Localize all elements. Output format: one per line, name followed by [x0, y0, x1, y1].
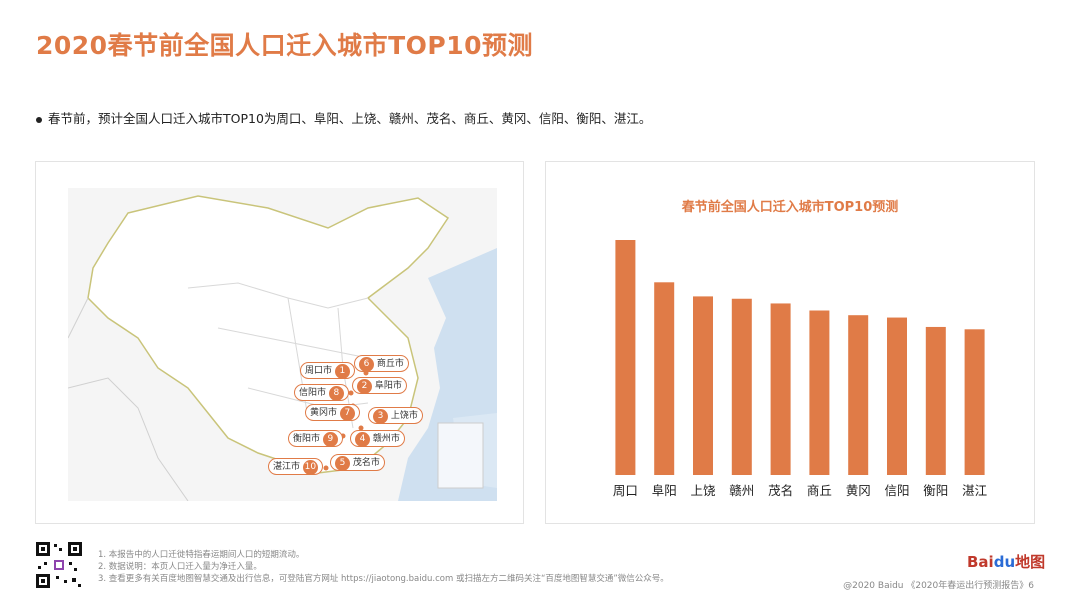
city-rank: 4 — [355, 432, 370, 447]
bar-信阳 — [887, 317, 907, 475]
x-tick-label: 湛江 — [962, 483, 987, 498]
city-label: 衡阳市 — [293, 434, 321, 444]
bar-chart: 周口 阜阳 上饶 赣州 茂名 商丘 黄冈 信阳 衡阳 湛江 — [613, 240, 987, 498]
city-label: 黄冈市 — [310, 408, 338, 418]
chart-title: 春节前全国人口迁入城市TOP10预测 — [681, 200, 899, 215]
city-label: 信阳市 — [299, 388, 327, 398]
x-tick-label: 上饶 — [690, 483, 716, 498]
city-rank: 1 — [334, 364, 350, 379]
bar-茂名 — [770, 303, 791, 475]
city-pill-6: 6 商丘市 — [354, 355, 409, 372]
qr-code-icon[interactable] — [34, 540, 84, 590]
city-label: 湛江市 — [273, 462, 301, 472]
page-title: 2020春节前全国人口迁入城市TOP10预测 — [36, 31, 533, 60]
city-rank: 3 — [373, 409, 388, 424]
bar-阜阳 — [654, 282, 675, 475]
city-rank: 6 — [359, 357, 374, 372]
x-tick-label: 商丘 — [807, 483, 832, 498]
bullet-icon — [36, 116, 42, 123]
baidu-map-logo: Baidu地图 — [967, 551, 1045, 572]
x-tick-label: 衡阳 — [923, 483, 948, 498]
footer-note: 1. 本报告中的人口迁徙特指春运期间人口的短期流动。 — [98, 550, 305, 560]
city-rank: 5 — [335, 456, 350, 471]
x-tick-label: 周口 — [613, 483, 638, 498]
bar-黄冈 — [848, 315, 869, 475]
city-pill-8: 信阳市 8 — [294, 384, 349, 401]
footer-note: 2. 数据说明：本页人口迁入量为净迁入量。 — [98, 562, 262, 572]
bar-赣州 — [731, 298, 752, 475]
summary-line: 春节前，预计全国人口迁入城市TOP10为周口、阜阳、上饶、赣州、茂名、商丘、黄冈… — [36, 108, 651, 127]
summary-text: 春节前，预计全国人口迁入城市TOP10为周口、阜阳、上饶、赣州、茂名、商丘、黄冈… — [48, 111, 652, 126]
city-pill-10: 湛江市 10 — [268, 458, 323, 475]
city-label: 商丘市 — [376, 359, 404, 369]
city-label: 阜阳市 — [374, 381, 402, 391]
x-tick-label: 赣州 — [729, 483, 754, 498]
logo-text-b: du — [993, 553, 1016, 571]
bar-上饶 — [693, 296, 713, 475]
map-panel: 周口市 1 2 阜阳市 3 上饶市 4 赣州市 5 茂名市 6 商丘市 黄冈市 … — [35, 161, 524, 524]
city-pill-7: 黄冈市 7 — [305, 404, 360, 421]
city-label: 上饶市 — [390, 411, 418, 421]
city-pill-5: 5 茂名市 — [330, 454, 385, 471]
city-label: 赣州市 — [372, 434, 400, 444]
city-rank: 10 — [302, 460, 318, 475]
city-pill-3: 3 上饶市 — [368, 407, 423, 424]
city-pill-9: 衡阳市 9 — [288, 430, 343, 447]
x-tick-label: 黄冈 — [846, 483, 871, 498]
map-graphic — [68, 188, 497, 501]
city-pill-2: 2 阜阳市 — [352, 377, 407, 394]
footer-note: 3. 查看更多有关百度地图智慧交通及出行信息，可登陆官方网址 https://j… — [98, 574, 669, 584]
china-map: 周口市 1 2 阜阳市 3 上饶市 4 赣州市 5 茂名市 6 商丘市 黄冈市 … — [68, 188, 497, 501]
bar-衡阳 — [925, 326, 946, 475]
bar-商丘 — [809, 310, 830, 475]
city-rank: 8 — [328, 386, 344, 401]
city-rank: 2 — [357, 379, 372, 394]
city-rank: 7 — [339, 406, 355, 421]
logo-text-a: Bai — [967, 553, 994, 571]
chart-panel: 春节前全国人口迁入城市TOP10预测 周口 阜阳 上饶 赣州 茂名 商丘 黄冈 信阳 衡阳 湛江 — [545, 161, 1035, 524]
x-tick-label: 阜阳 — [652, 483, 677, 498]
city-label: 茂名市 — [352, 458, 380, 468]
city-label: 周口市 — [305, 366, 333, 376]
bar-周口 — [615, 240, 636, 475]
city-rank: 9 — [322, 432, 338, 447]
bar-湛江 — [964, 329, 985, 475]
logo-text-c: 地图 — [1015, 553, 1046, 571]
city-pill-1: 周口市 1 — [300, 362, 355, 379]
x-tick-label: 信阳 — [884, 483, 909, 498]
city-pill-4: 4 赣州市 — [350, 430, 405, 447]
copyright: @2020 Baidu 《2020年春运出行预测报告》6 — [843, 581, 1034, 591]
x-tick-label: 茂名 — [768, 483, 793, 498]
footer-notes: 1. 本报告中的人口迁徙特指春运期间人口的短期流动。 2. 数据说明：本页人口迁… — [98, 549, 669, 585]
